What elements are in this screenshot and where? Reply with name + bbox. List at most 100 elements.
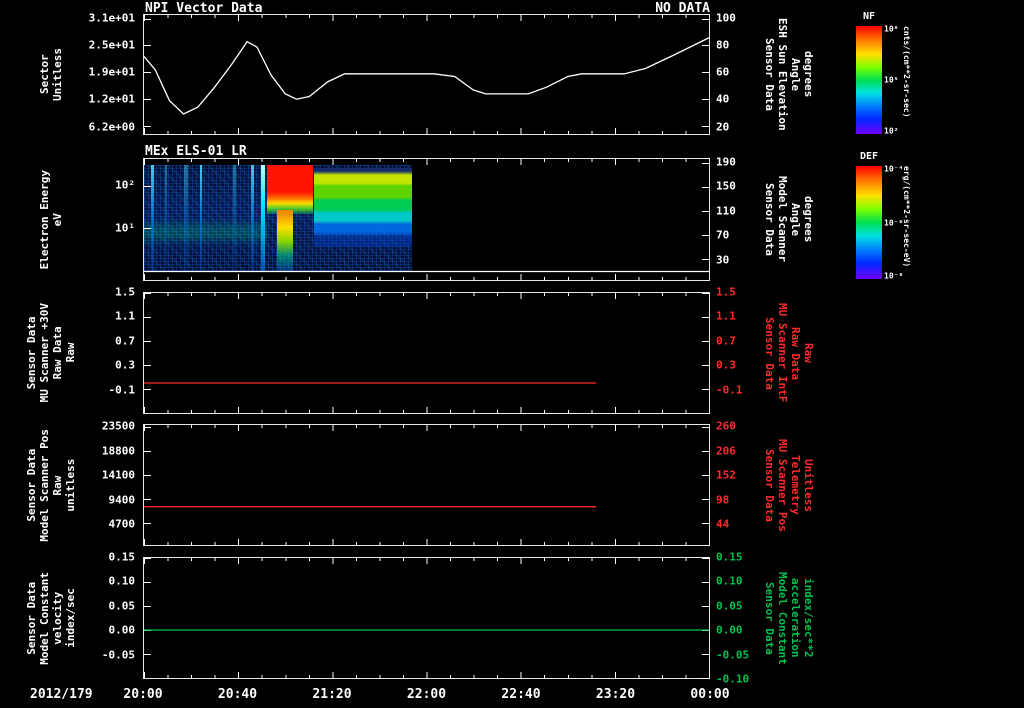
y-tick-label: -0.05 (101, 648, 135, 662)
y-tick-label: 0.05 (108, 599, 136, 613)
y-tick-label: 44 (716, 517, 730, 531)
y-tick-label: 1.2e+01 (88, 92, 135, 106)
axis-label-line: MU Scanner IntF (776, 303, 789, 403)
y-tick-mark (702, 125, 709, 127)
y-tick-label: 260 (716, 419, 736, 433)
axis-label-line: Raw (802, 343, 815, 363)
y-axis-right-ticks: 100 80 60 40 20 (714, 11, 758, 135)
axis-label-line: Telemetry (789, 455, 802, 515)
y-tick-mark (702, 678, 709, 679)
x-tick-label: 22:40 (501, 687, 541, 702)
x-tick-marks (144, 159, 709, 162)
y-tick-mark (702, 341, 709, 342)
y-tick-label: 4700 (108, 517, 136, 531)
y-tick-mark (144, 654, 151, 655)
axis-label-line: Sensor Data (25, 448, 38, 522)
y-tick-mark (144, 317, 151, 318)
colorbar-nf-ticks: 10⁸ 10⁵ 10² (884, 24, 899, 136)
y-tick-label: 206 (716, 444, 736, 458)
y-axis-right-ticks: 0.15 0.10 0.05 0.00 -0.05 -0.10 (714, 551, 758, 686)
y-tick-label: -0.10 (716, 672, 750, 686)
y-tick-label: -0.1 (108, 383, 136, 397)
scanner-angle-line-series (144, 159, 709, 280)
y-tick-mark (144, 293, 151, 294)
panel-model-scanner-pos (143, 424, 710, 546)
x-axis-tick-labels: 20:00 20:40 21:20 22:00 22:40 23:20 00:0… (123, 687, 729, 705)
y-tick-mark (702, 18, 709, 20)
y-tick-mark (702, 654, 709, 655)
y-tick-mark (702, 317, 709, 318)
axis-label-line: Sensor Data (763, 183, 776, 256)
y-tick-label: 150 (716, 179, 736, 193)
axis-label-line: Sector (38, 54, 51, 95)
y-tick-mark (702, 45, 709, 47)
axis-label-line: Sensor Data (763, 38, 776, 111)
date-label: 2012/179 (30, 687, 93, 702)
y-tick-mark (702, 186, 709, 188)
axis-label-line: eV (51, 212, 64, 227)
y-tick-label: 0.00 (716, 623, 743, 637)
x-tick-marks (144, 425, 709, 431)
x-tick-marks (144, 542, 709, 545)
y-tick-mark (144, 341, 151, 342)
panel-npi-sector (143, 14, 710, 135)
y-tick-label: 110 (716, 204, 736, 218)
y-tick-label: 1.5 (115, 285, 135, 299)
y-tick-label: 98 (716, 493, 730, 507)
y-axis-right-ticks: 260 206 152 98 44 (714, 420, 758, 546)
y-tick-label: 80 (716, 38, 730, 52)
spectrogram-streak (232, 165, 236, 271)
x-tick-label: 20:40 (217, 687, 258, 702)
y-tick-mark (702, 98, 709, 100)
y-tick-mark (702, 259, 709, 261)
y-tick-label: 1.5 (716, 285, 736, 299)
y-tick-mark (702, 606, 709, 607)
y-axis-left-label: Sensor Data MU Scanner +30V Raw Data Raw (20, 292, 82, 414)
y-axis-left-ticks: 0.15 0.10 0.05 0.00 -0.05 (82, 551, 139, 679)
colorbar-def-ticks: 10⁻⁴ 10⁻⁶ 10⁻⁸ (884, 165, 903, 280)
panel-mu-scanner-30v (143, 292, 710, 414)
y-tick-label: 0.10 (108, 574, 136, 588)
y-tick-mark (702, 162, 709, 164)
y-tick-label: 0.3 (115, 358, 135, 372)
y-tick-mark (702, 499, 709, 501)
axis-label-line: ESH Sun Elevation (776, 18, 789, 131)
colorbar-tick-label: 10⁸ (884, 24, 899, 34)
axis-label-line: Raw (64, 343, 77, 363)
x-tick-label: 23:20 (595, 687, 636, 702)
colorbar-def-label: DEF (859, 151, 879, 162)
y-tick-mark (144, 606, 151, 607)
axis-label-line: index/sec (64, 588, 77, 648)
model-constant-line-series (144, 558, 709, 678)
y-tick-label: 1.9e+01 (88, 65, 135, 79)
colorbar-nf-units: cnts/(cm**2-sr-sec) (902, 26, 911, 118)
x-tick-marks (144, 293, 709, 296)
x-tick-label: 22:00 (406, 687, 447, 702)
x-tick-label: 21:20 (312, 687, 352, 702)
axis-label-line: Unitless (51, 48, 64, 101)
y-tick-label: 1.1 (716, 309, 736, 323)
y-axis-right-label: Sensor Data Model Scanner Angle degrees (760, 158, 818, 281)
axis-label-line: MU Scanner +30V (38, 303, 51, 403)
x-tick-marks (144, 425, 709, 428)
y-axis-left-label: Electron Energy eV (20, 158, 82, 281)
y-axis-right-ticks: 190 150 110 70 30 (714, 155, 758, 281)
y-tick-mark (702, 582, 709, 583)
y-tick-mark (144, 499, 151, 501)
spectrogram-energy-band (314, 168, 413, 247)
y-axis-left-ticks: 23500 18800 14100 9400 4700 (82, 420, 139, 546)
colorbar-def (856, 166, 882, 279)
axis-label-line: Raw Data (51, 326, 64, 380)
axis-label-line: Model Constant (38, 571, 51, 665)
axis-label-line: acceleration (789, 578, 802, 658)
mu-scanner-line-series (144, 293, 709, 413)
y-axis-left-label: Sensor Data Model Scanner Pos Raw unitless (20, 424, 82, 546)
axis-label-line: Electron Energy (38, 169, 51, 270)
y-axis-left-ticks: 3.1e+01 2.5e+01 1.9e+01 1.2e+01 6.2e+00 (82, 11, 139, 135)
axis-label-line: unitless (64, 458, 77, 512)
x-tick-label: 20:00 (123, 687, 163, 702)
page-title: NPI Vector Data (145, 1, 263, 16)
y-tick-mark (144, 18, 151, 20)
y-tick-mark (702, 293, 709, 294)
axis-label-line: degrees (802, 51, 815, 98)
